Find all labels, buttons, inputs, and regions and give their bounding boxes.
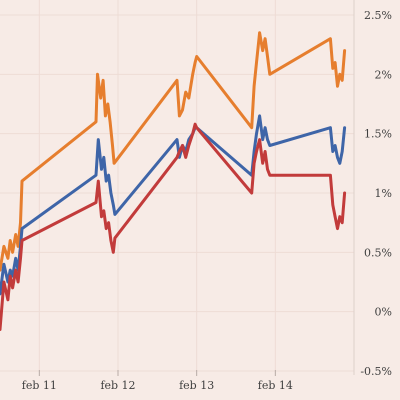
- x-axis-tick-labels: feb 11 feb 12 feb 13 feb 14: [22, 370, 293, 392]
- series-line-3: [0, 122, 347, 331]
- y-tick-label: 0.5%: [364, 246, 392, 259]
- y-tick-label: 1.5%: [364, 128, 392, 141]
- y-tick-label: -0.5%: [360, 365, 392, 378]
- y-tick-label: 0%: [375, 306, 392, 319]
- series-lines: [0, 31, 347, 331]
- x-tick-label: feb 14: [258, 379, 293, 392]
- x-tick-label: feb 12: [100, 379, 135, 392]
- y-tick-label: 2%: [375, 68, 392, 81]
- x-tick-label: feb 13: [179, 379, 214, 392]
- gridlines: [0, 0, 354, 372]
- y-tick-label: 2.5%: [364, 9, 392, 22]
- series-line-1: [0, 31, 347, 272]
- y-tick-label: 1%: [375, 187, 392, 200]
- y-axis-tick-labels: 2.5% 2% 1.5% 1% 0.5% 0% -0.5%: [360, 9, 392, 378]
- x-tick-label: feb 11: [22, 379, 57, 392]
